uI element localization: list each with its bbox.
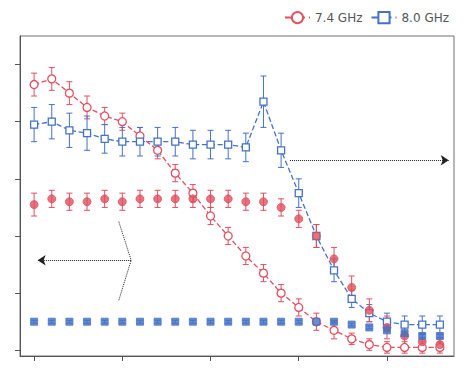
svg-text:8.0 GHz: 8.0 GHz xyxy=(401,11,449,25)
svg-text:7.4 GHz: 7.4 GHz xyxy=(315,11,363,25)
